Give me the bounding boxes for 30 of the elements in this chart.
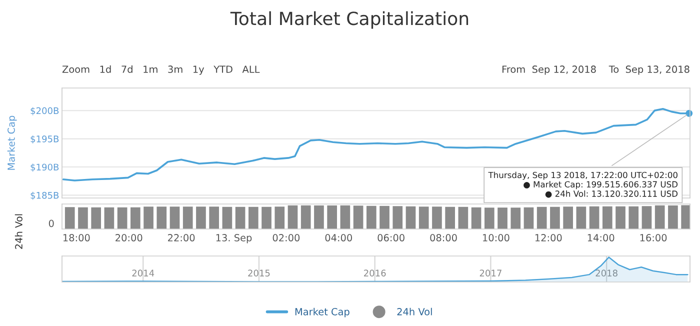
x-tick-label: 14:00 (588, 234, 614, 242)
y-tick-label: $195B (30, 135, 59, 144)
x-tick-label: 06:00 (378, 234, 404, 242)
x-tick-label: 2016 (364, 270, 386, 276)
x-tick-label: 13. Sep (216, 234, 252, 244)
x-tick-label: 12:00 (535, 234, 562, 242)
y-tick-label: $200B (30, 107, 59, 116)
text: Zoom 1d 7d 1m 3m 1y YTD ALL (62, 65, 260, 75)
x-tick-label: 04:00 (325, 234, 352, 242)
y-tick-label: $185B (30, 192, 59, 200)
annotation: Thursday, Sep 13 2018, 17:22:00 UTC+02:00 ● Market Cap: 199.515.606.337 USD ● 24h Vol: 13.120.320.111 USD (488, 172, 678, 198)
x-tick-label: 2017 (480, 270, 502, 276)
legend-label: 24h Vol (397, 308, 432, 316)
chart-title: Total Market Capitalization (230, 11, 468, 29)
x-tick-label: 2014 (132, 270, 154, 276)
text: 0 (48, 220, 54, 228)
y-axis-title: 24h Vol (14, 214, 22, 249)
x-tick-label: 08:00 (430, 234, 457, 242)
y-axis-title: Market Cap (7, 116, 17, 170)
x-tick-label: 2018 (596, 270, 618, 276)
x-tick-label: 20:00 (116, 234, 142, 242)
x-tick-label: 02:00 (272, 234, 300, 242)
x-tick-label: 16:00 (640, 234, 667, 242)
legend-label: Market Cap (295, 308, 350, 318)
x-tick-label: 18:00 (63, 234, 90, 242)
x-tick-label: 2015 (248, 270, 270, 276)
text: From Sep 12, 2018 To Sep 13, 2018 (502, 66, 690, 75)
x-tick-label: 22:00 (168, 234, 195, 242)
y-tick-label: $190B (30, 164, 59, 172)
x-tick-label: 10:00 (483, 234, 510, 242)
